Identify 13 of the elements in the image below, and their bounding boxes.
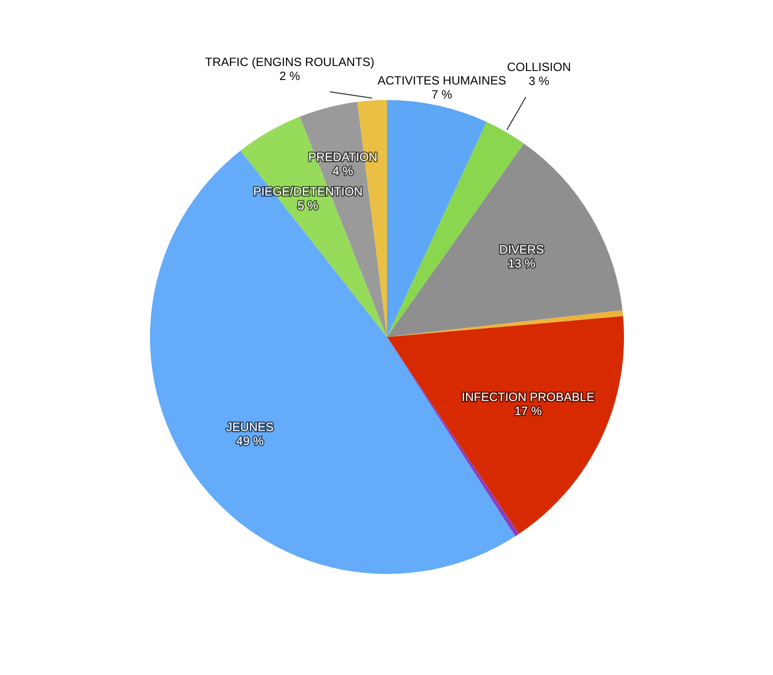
data-label: 49 % (236, 434, 264, 448)
slice-label: INFECTION PROBABLE (462, 390, 594, 404)
slice-label: TRAFIC (ENGINS ROULANTS) (205, 55, 374, 70)
slice-label: JEUNES (226, 420, 274, 434)
slice-label: ACTIVITES HUMAINES (377, 74, 506, 88)
data-label: 7 % (431, 88, 452, 102)
data-label: 3 % (528, 74, 550, 88)
slice-label: COLLISION (506, 60, 571, 74)
data-label: 17 % (514, 404, 542, 418)
data-label: 2 % (279, 69, 300, 84)
data-label: 4 % (332, 164, 354, 178)
slice-label: DIVERS (499, 242, 544, 257)
data-label: 5 % (298, 198, 319, 213)
